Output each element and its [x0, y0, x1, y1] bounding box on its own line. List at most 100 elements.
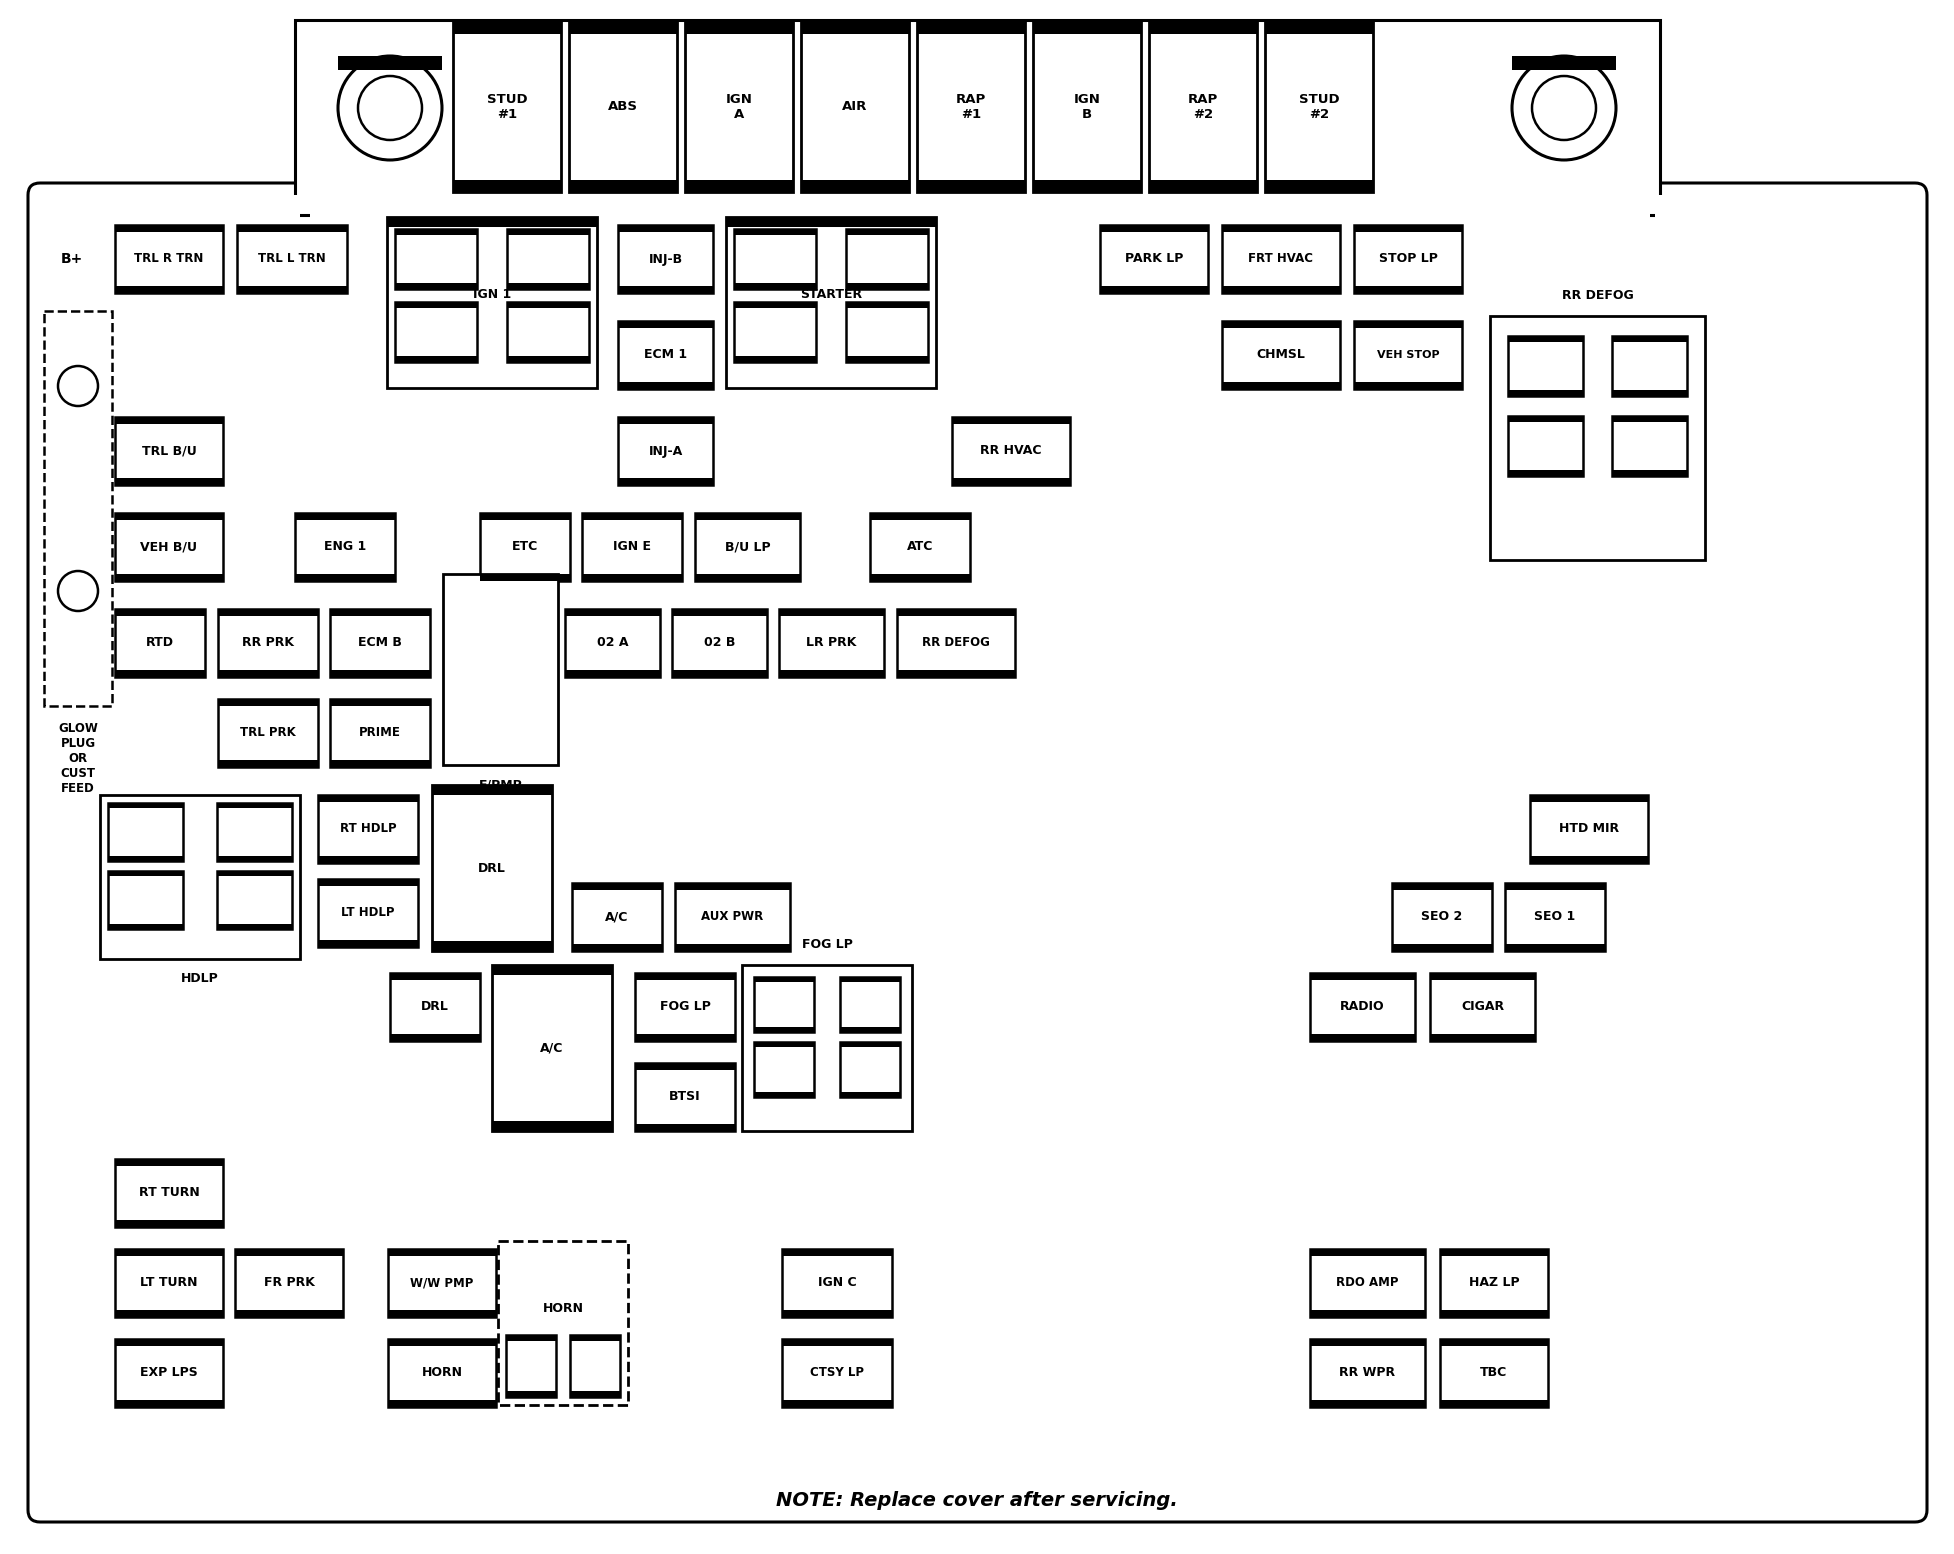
- Text: RT HDLP: RT HDLP: [340, 822, 397, 836]
- Bar: [1430, 973, 1536, 981]
- Bar: [635, 973, 735, 1041]
- Bar: [319, 796, 418, 862]
- Text: RR WPR: RR WPR: [1338, 1366, 1395, 1380]
- Bar: [395, 301, 477, 362]
- Bar: [115, 416, 223, 424]
- Text: ETC: ETC: [512, 541, 537, 553]
- Bar: [481, 573, 571, 581]
- Text: FOG LP: FOG LP: [801, 939, 852, 951]
- Bar: [219, 699, 319, 706]
- Bar: [395, 283, 477, 289]
- Bar: [115, 609, 205, 678]
- Bar: [617, 322, 713, 388]
- Bar: [295, 573, 395, 581]
- Bar: [952, 416, 1071, 485]
- Bar: [107, 870, 184, 929]
- Bar: [635, 1033, 735, 1041]
- Bar: [219, 699, 319, 768]
- Bar: [107, 856, 184, 861]
- Bar: [870, 573, 969, 581]
- Bar: [1264, 22, 1374, 34]
- Text: IGN
A: IGN A: [725, 93, 752, 121]
- Bar: [916, 22, 1026, 193]
- Bar: [319, 940, 418, 946]
- Bar: [1354, 225, 1462, 232]
- Bar: [395, 228, 477, 235]
- Bar: [801, 22, 909, 34]
- Bar: [1391, 883, 1493, 951]
- Bar: [1221, 322, 1340, 328]
- Bar: [571, 1335, 619, 1341]
- Text: IGN C: IGN C: [817, 1276, 856, 1290]
- Bar: [506, 301, 588, 362]
- Text: DRL: DRL: [420, 1001, 449, 1013]
- Bar: [801, 22, 909, 193]
- Bar: [727, 218, 936, 388]
- Bar: [1440, 1249, 1548, 1256]
- Bar: [846, 228, 928, 235]
- Bar: [674, 883, 789, 890]
- Bar: [674, 943, 789, 951]
- Text: F/PMP: F/PMP: [479, 779, 522, 791]
- Bar: [754, 1027, 815, 1032]
- Bar: [1508, 336, 1583, 342]
- Bar: [338, 56, 442, 70]
- Text: RR DEFOG: RR DEFOG: [1561, 289, 1634, 301]
- Bar: [840, 977, 901, 982]
- Bar: [840, 1043, 901, 1047]
- Text: IGN 1: IGN 1: [473, 289, 512, 301]
- Bar: [391, 973, 481, 1041]
- Bar: [1508, 390, 1583, 396]
- Bar: [735, 283, 817, 289]
- Bar: [672, 609, 768, 678]
- Bar: [387, 218, 598, 388]
- Bar: [115, 670, 205, 678]
- Text: TRL L TRN: TRL L TRN: [258, 252, 326, 266]
- Text: RAP
#2: RAP #2: [1188, 93, 1217, 121]
- Bar: [635, 973, 735, 981]
- Text: ATC: ATC: [907, 541, 934, 553]
- Bar: [617, 225, 713, 232]
- Bar: [115, 1220, 223, 1228]
- Bar: [1100, 225, 1208, 294]
- Bar: [115, 513, 223, 581]
- Bar: [1309, 1340, 1424, 1406]
- Bar: [916, 22, 1026, 34]
- Text: LT HDLP: LT HDLP: [342, 906, 395, 920]
- Bar: [1034, 22, 1141, 193]
- Bar: [782, 1310, 891, 1316]
- Bar: [754, 1043, 815, 1047]
- Bar: [582, 513, 682, 521]
- Bar: [1440, 1400, 1548, 1406]
- Text: SEO 1: SEO 1: [1534, 911, 1575, 923]
- Bar: [1530, 796, 1647, 802]
- Bar: [115, 225, 223, 294]
- Bar: [45, 311, 111, 706]
- Bar: [1309, 973, 1415, 1041]
- Text: SEO 2: SEO 2: [1421, 911, 1464, 923]
- Bar: [782, 1400, 891, 1406]
- Bar: [1354, 322, 1462, 328]
- Bar: [1309, 1310, 1424, 1316]
- Bar: [952, 479, 1071, 485]
- Bar: [735, 301, 817, 308]
- Bar: [1508, 416, 1583, 476]
- Bar: [617, 416, 713, 485]
- Bar: [1100, 225, 1208, 232]
- Text: STOP LP: STOP LP: [1380, 252, 1438, 266]
- Text: HORN: HORN: [543, 1302, 584, 1316]
- Bar: [1612, 469, 1686, 476]
- Bar: [295, 513, 395, 521]
- Text: IGN E: IGN E: [614, 541, 651, 553]
- Text: HTD MIR: HTD MIR: [1559, 822, 1620, 836]
- Bar: [217, 870, 291, 876]
- Bar: [1612, 416, 1686, 476]
- Bar: [1309, 1340, 1424, 1346]
- Bar: [1354, 382, 1462, 388]
- Bar: [674, 883, 789, 951]
- Bar: [39, 194, 301, 225]
- Text: RR DEFOG: RR DEFOG: [922, 637, 991, 650]
- Text: B+: B+: [61, 252, 84, 266]
- Bar: [217, 925, 291, 929]
- Bar: [1100, 286, 1208, 294]
